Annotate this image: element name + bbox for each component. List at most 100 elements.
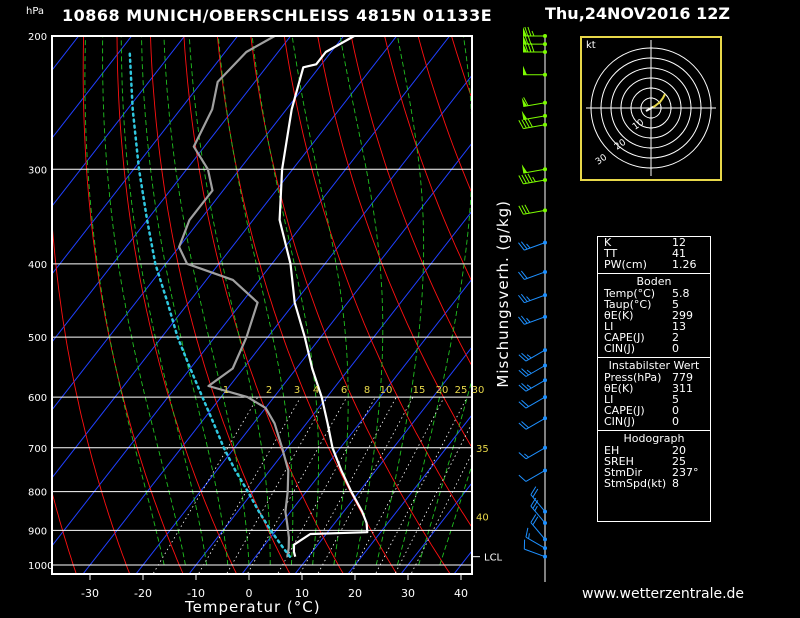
x-tick-label: -30	[81, 587, 99, 600]
wind-barb-half-flag	[526, 384, 532, 389]
pressure-tick-label: 600	[28, 393, 47, 404]
isotherm-line	[135, 142, 472, 574]
isotherm-line	[52, 36, 345, 411]
index-value: 5	[672, 298, 679, 311]
index-name: CIN(J)	[604, 342, 635, 355]
moist-adiabat-line	[251, 36, 319, 566]
station-title: 10868 MUNICH/OBERSCHLEISS 4815N 01133E	[62, 6, 493, 25]
mixing-ratio-tick-label: 6	[341, 385, 347, 396]
mixing-ratio-line	[394, 422, 472, 574]
index-row: Taup(°C) 5	[598, 299, 710, 310]
wind-barb-staff	[524, 294, 546, 304]
index-value: 13	[672, 320, 686, 333]
mixing-ratio-tick-label: 3	[294, 385, 300, 396]
index-row: StmDir 237°	[598, 467, 710, 478]
index-name: θE(K)	[604, 309, 634, 322]
moist-adiabat-line	[339, 36, 384, 566]
wind-barb-flag	[518, 119, 524, 129]
pressure-tick-label: 1000	[28, 561, 53, 572]
wind-barb-flag	[518, 401, 527, 409]
wind-barb-half-flag	[526, 317, 531, 323]
wind-barb-staff	[525, 470, 546, 482]
wind-barb-staff	[530, 522, 546, 540]
x-tick-label: 30	[401, 587, 415, 600]
wind-barb-pennant	[521, 97, 528, 107]
x-tick-label: 0	[246, 587, 253, 600]
mixing-ratio-line	[277, 396, 376, 574]
wind-barb	[523, 539, 547, 559]
index-row: θE(K) 311	[598, 383, 710, 394]
index-row: SREH 25	[598, 456, 710, 467]
wind-barb	[521, 110, 547, 121]
wind-barb-flag	[521, 119, 527, 129]
index-row: θE(K) 299	[598, 310, 710, 321]
website-footer: www.wetterzentrale.de	[582, 586, 745, 602]
mixing-ratio-tick-label: 8	[364, 385, 370, 396]
index-row: TT 41	[598, 248, 710, 259]
wind-barb-flag	[530, 486, 537, 495]
hodo-title: Hodograph	[623, 432, 685, 445]
pressure-tick-label: 800	[28, 488, 47, 499]
index-name: EH	[604, 444, 620, 457]
wind-barb-flag	[524, 174, 530, 184]
dry-adiabat-line	[710, 19, 800, 581]
wind-barb	[518, 314, 547, 325]
wind-barb-half-flag	[534, 505, 538, 512]
wind-barb-half-flag	[531, 30, 535, 37]
wind-barb-flag	[524, 34, 529, 45]
wind-barb	[530, 514, 547, 542]
dry-adiabat-line	[116, 36, 238, 574]
pressure-tick-label: 900	[28, 526, 47, 537]
wind-barb	[521, 164, 547, 174]
wind-barb-flag	[521, 205, 527, 214]
isotherm-line	[52, 36, 239, 275]
wind-barb	[523, 34, 547, 47]
wind-barb-flag	[521, 368, 529, 376]
isotherm-line	[52, 36, 292, 343]
wind-barb	[523, 42, 547, 55]
wind-barb-flag	[521, 383, 529, 391]
wind-barb-staff	[524, 242, 546, 251]
wind-barb-flag	[527, 118, 533, 128]
pressure-tick-label: 400	[28, 260, 47, 271]
wind-barb	[530, 486, 547, 514]
moist-adiabat-line	[84, 36, 165, 566]
wind-barb-half-flag	[526, 296, 531, 301]
temperature-curve	[278, 36, 369, 557]
wind-barb-flag	[518, 452, 527, 460]
wind-barb-staff	[523, 179, 546, 185]
isotherm-line	[52, 36, 186, 207]
dry-adiabat-line	[384, 36, 472, 283]
index-value: 20	[672, 444, 686, 457]
wind-barb-half-flag	[532, 176, 536, 182]
wind-barb-flag	[518, 474, 527, 482]
moist-adiabat-line	[291, 36, 349, 566]
wind-barb-staff	[530, 494, 546, 512]
wind-barb-flag	[530, 497, 537, 507]
wind-barb-staff	[524, 271, 546, 280]
wind-barb	[518, 363, 547, 377]
index-value: 237°	[672, 466, 699, 479]
dry-adiabat-line	[776, 19, 800, 581]
moist-adiabat-line	[439, 463, 472, 566]
index-section-top: K 12 TT 41 PW(cm) 1.26	[598, 237, 710, 270]
side-value-label: 40	[476, 513, 489, 524]
mixing-ratio-tick-label: 10	[380, 385, 393, 396]
index-value: 299	[672, 309, 693, 322]
x-tick-label: -10	[187, 587, 205, 600]
isotherm-line	[400, 482, 472, 574]
wind-barb	[518, 240, 547, 251]
stability-index-box: K 12 TT 41 PW(cm) 1.26 Boden Temp(°C) 5.8 Taup(…	[597, 236, 711, 522]
wind-barb-flag	[518, 354, 527, 362]
instab-title: Instabilster Wert	[608, 359, 700, 372]
wind-barb	[518, 378, 547, 392]
wind-barb-half-flag	[526, 369, 532, 374]
wind-barb-flag	[518, 422, 527, 430]
wind-barb-staff	[523, 124, 546, 130]
index-name: θE(K)	[604, 382, 634, 395]
wind-barb	[518, 293, 547, 304]
index-row: CAPE(J) 0	[598, 405, 710, 416]
wind-barb-flag	[525, 527, 529, 538]
wind-barb-flag	[520, 270, 528, 279]
